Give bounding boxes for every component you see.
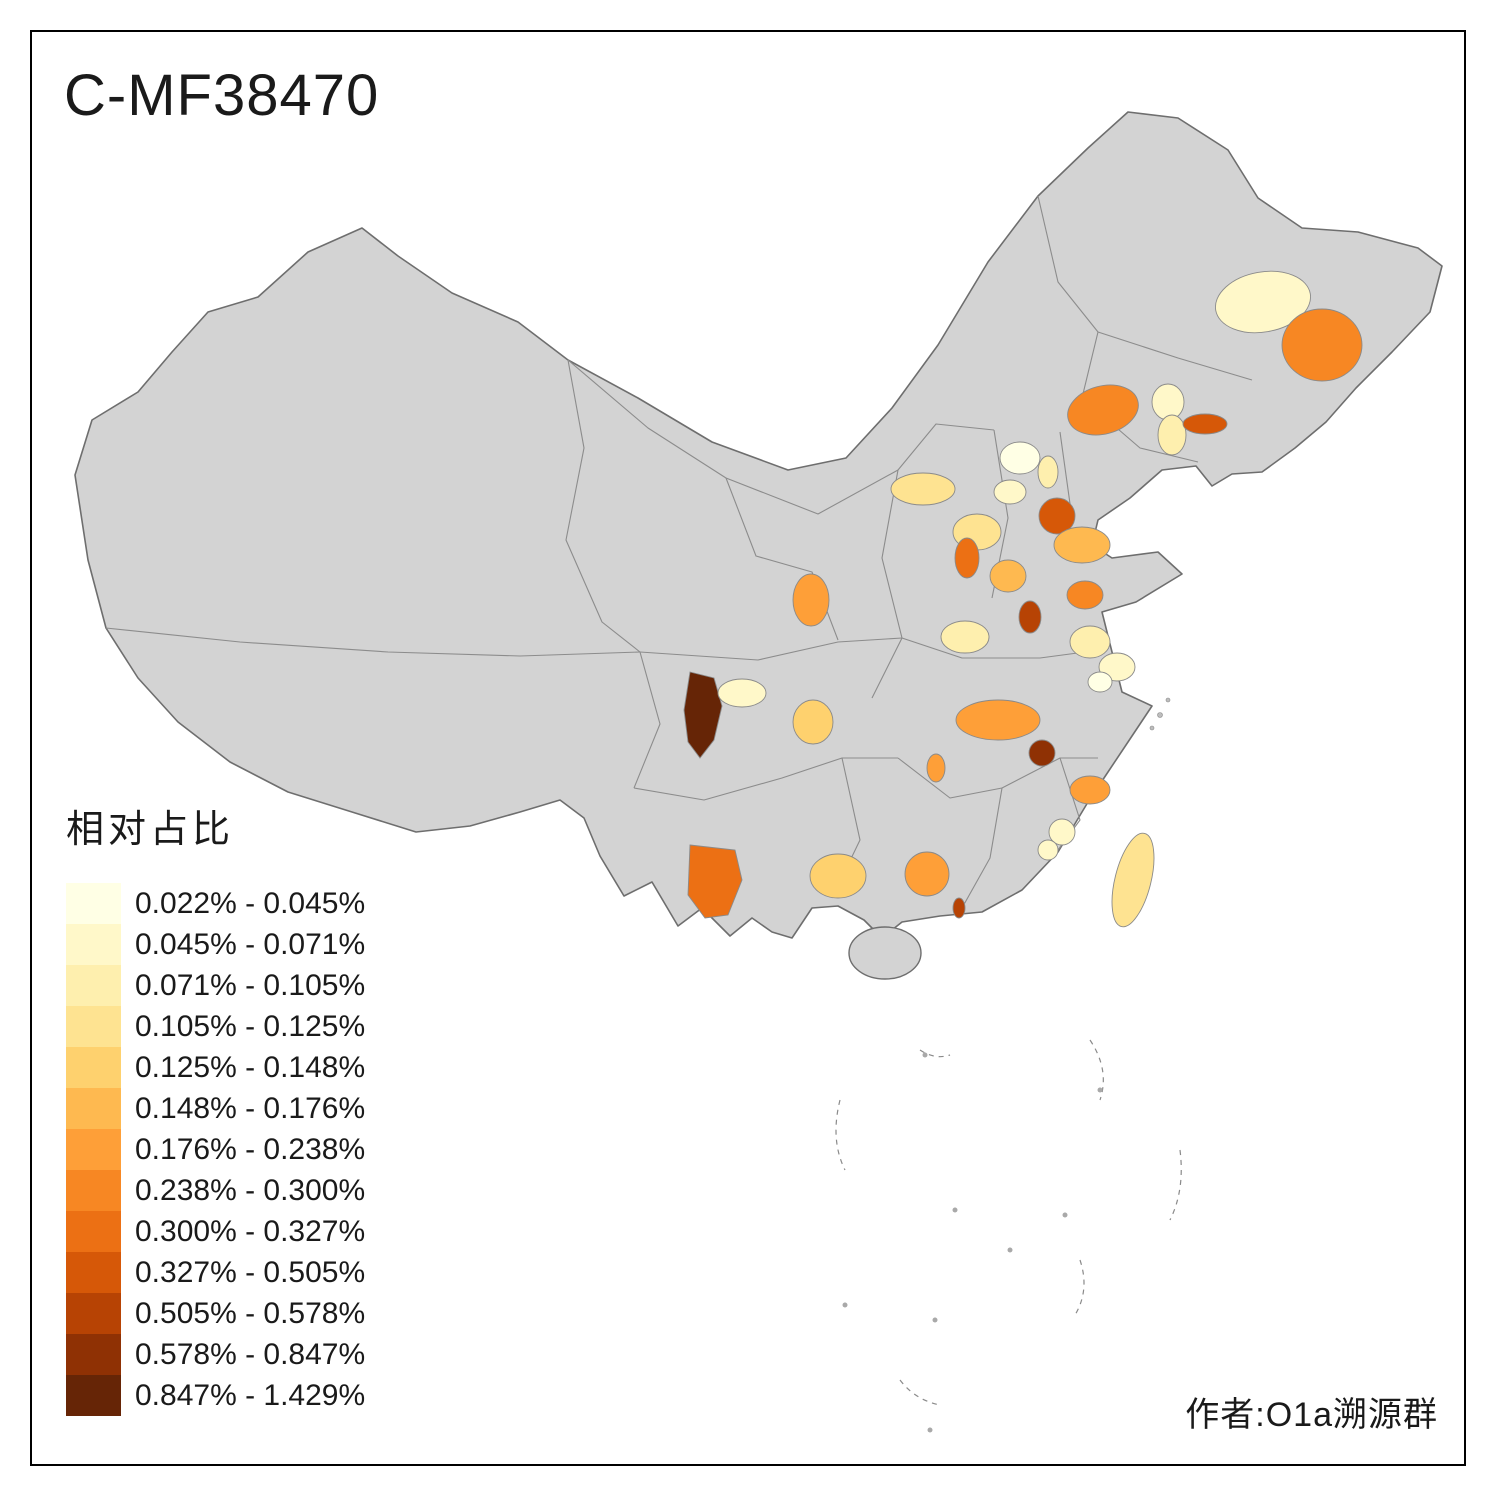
hainan-island xyxy=(848,926,922,980)
legend-label: 0.505% - 0.578% xyxy=(135,1296,366,1330)
legend-item: 0.071% - 0.105% xyxy=(66,965,486,1006)
map-region-tianjin xyxy=(1037,455,1059,489)
legend-swatch xyxy=(66,883,121,924)
legend-item: 0.176% - 0.238% xyxy=(66,1129,486,1170)
attribution-text: 作者:O1a溯源群 xyxy=(1185,1396,1438,1434)
map-region-jilin-east xyxy=(1151,383,1185,421)
legend-item: 0.847% - 1.429% xyxy=(66,1375,486,1416)
map-region-hubei-southeast-dark xyxy=(1028,739,1056,767)
legend-swatch xyxy=(66,1375,121,1416)
legend-label: 0.022% - 0.045% xyxy=(135,886,366,920)
map-region-henan-east xyxy=(989,559,1027,593)
map-region-hunan-central xyxy=(926,753,946,783)
legend-item: 0.022% - 0.045% xyxy=(66,883,486,924)
legend-swatch xyxy=(66,1129,121,1170)
legend-swatch xyxy=(66,1334,121,1375)
legend-item: 0.300% - 0.327% xyxy=(66,1211,486,1252)
legend-label: 0.327% - 0.505% xyxy=(135,1255,366,1289)
south-china-sea-dashes xyxy=(835,1039,1182,1406)
legend-item: 0.105% - 0.125% xyxy=(66,1006,486,1047)
map-region-liaoning-strip xyxy=(1182,413,1228,435)
map-region-guangdong-west xyxy=(904,851,950,897)
legend-label: 0.847% - 1.429% xyxy=(135,1378,366,1412)
legend-label: 0.045% - 0.071% xyxy=(135,927,366,961)
map-region-guangdong-delta-dark xyxy=(952,897,966,919)
legend-swatch xyxy=(66,1211,121,1252)
map-region-shanxi-north xyxy=(890,472,956,506)
legend-label: 0.578% - 0.847% xyxy=(135,1337,366,1371)
legend-swatch xyxy=(66,1252,121,1293)
coastal-islets xyxy=(1149,697,1171,731)
legend-label: 0.125% - 0.148% xyxy=(135,1050,366,1084)
map-region-liaoning-east xyxy=(1157,414,1187,456)
legend-label: 0.300% - 0.327% xyxy=(135,1214,366,1248)
map-region-sichuan-north xyxy=(717,678,767,708)
legend-swatch xyxy=(66,1170,121,1211)
legend-label: 0.148% - 0.176% xyxy=(135,1091,366,1125)
map-region-yunnan-central xyxy=(687,844,743,919)
map-region-guangxi-central xyxy=(809,853,867,899)
map-region-taiwan xyxy=(1111,832,1155,928)
map-region-hubei-central xyxy=(955,699,1041,741)
map-region-fujian-north xyxy=(1037,839,1059,861)
map-region-chongqing xyxy=(792,699,834,745)
map-region-anhui-east xyxy=(1087,671,1113,693)
legend-item: 0.045% - 0.071% xyxy=(66,924,486,965)
legend-item: 0.578% - 0.847% xyxy=(66,1334,486,1375)
map-region-zhejiang-south xyxy=(1048,818,1076,846)
map-region-jiangsu-north-dark xyxy=(1018,600,1042,634)
south-china-sea-islets xyxy=(842,1052,1103,1433)
legend-item: 0.238% - 0.300% xyxy=(66,1170,486,1211)
legend-item: 0.148% - 0.176% xyxy=(66,1088,486,1129)
map-region-jilin-central xyxy=(1067,384,1139,436)
legend-label: 0.238% - 0.300% xyxy=(135,1173,366,1207)
map-region-shandong-south xyxy=(1066,580,1104,610)
legend-swatch xyxy=(66,1088,121,1129)
legend-title: 相对占比 xyxy=(66,809,235,851)
legend-swatch xyxy=(66,1047,121,1088)
highlighted-regions xyxy=(683,270,1363,928)
legend-swatch xyxy=(66,924,121,965)
map-region-sichuan-west-dark xyxy=(683,671,723,759)
map-region-hebei-south xyxy=(993,479,1027,505)
page-title: C-MF38470 xyxy=(64,63,380,128)
map-region-jiangxi-north xyxy=(1069,775,1111,805)
map-region-shaanxi-central xyxy=(792,573,830,627)
legend-label: 0.071% - 0.105% xyxy=(135,968,366,1002)
map-region-heilongjiang-west xyxy=(1214,270,1312,334)
legend-item: 0.327% - 0.505% xyxy=(66,1252,486,1293)
map-region-hebei-coast-dark xyxy=(1038,497,1076,535)
legend-swatch xyxy=(66,1006,121,1047)
legend-item: 0.125% - 0.148% xyxy=(66,1047,486,1088)
map-region-shandong-west xyxy=(1053,526,1111,564)
legend-swatch xyxy=(66,965,121,1006)
map-region-henan-north xyxy=(954,537,980,579)
map-region-henan-south xyxy=(940,620,990,654)
legend: 相对占比 0.022% - 0.045% 0.045% - 0.071% 0.0… xyxy=(66,798,486,1416)
legend-item: 0.505% - 0.578% xyxy=(66,1293,486,1334)
map-region-beijing xyxy=(999,441,1041,475)
map-region-heilongjiang-east xyxy=(1281,308,1363,382)
legend-swatch xyxy=(66,1293,121,1334)
legend-label: 0.176% - 0.238% xyxy=(135,1132,366,1166)
legend-label: 0.105% - 0.125% xyxy=(135,1009,366,1043)
map-region-anhui-north xyxy=(1069,625,1111,659)
